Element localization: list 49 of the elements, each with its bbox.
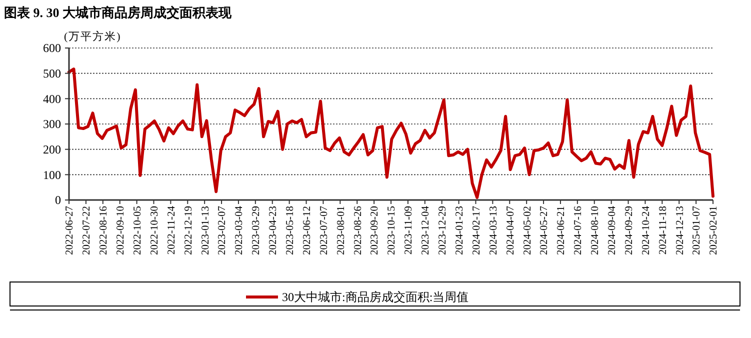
x-tick-label: 2022-06-27	[64, 206, 76, 255]
x-tick-label: 2023-10-15	[386, 206, 398, 255]
x-tick-label: 2024-12-13	[674, 206, 686, 255]
x-tick-label: 2024-01-23	[454, 206, 466, 255]
x-tick-label: 2024-04-07	[505, 206, 516, 255]
x-tick-label: 2023-08-01	[336, 206, 347, 255]
x-tick-label: 2023-03-04	[234, 205, 246, 255]
y-tick-label: 200	[43, 142, 61, 157]
x-tick-label: 2022-10-05	[132, 206, 144, 255]
x-tick-label: 2024-08-10	[590, 206, 602, 255]
y-tick-label: 600	[43, 41, 61, 56]
x-tick-label: 2025-02-01	[708, 206, 720, 255]
x-tick-label: 2023-08-26	[352, 206, 364, 255]
x-tick-label: 2024-05-02	[522, 206, 534, 255]
y-tick-label: 500	[43, 66, 61, 81]
x-tick-label: 2024-03-13	[488, 206, 500, 255]
x-tick-label: 2024-10-24	[640, 205, 652, 255]
x-tick-label: 2023-09-20	[370, 206, 381, 255]
x-tick-label: 2024-11-18	[658, 206, 669, 255]
x-tick-label: 2023-07-07	[318, 206, 330, 255]
x-tick-label: 2023-12-29	[438, 206, 449, 255]
x-tick-label: 2022-07-22	[82, 206, 93, 255]
x-tick-label: 2024-06-21	[556, 206, 568, 255]
x-tick-label: 2023-02-07	[217, 206, 228, 255]
y-tick-label: 0	[55, 193, 61, 208]
y-tick-label: 300	[43, 117, 61, 132]
x-tick-label: 2023-05-18	[284, 206, 296, 255]
x-tick-label: 2025-01-07	[692, 206, 703, 255]
x-tick-label: 2024-09-04	[606, 205, 618, 255]
x-tick-label: 2024-02-17	[471, 206, 482, 255]
x-tick-label: 2023-06-12	[302, 206, 313, 255]
chart-title: 图表 9. 30 大城市商品房周成交面积表现	[4, 5, 232, 20]
x-tick-label: 2023-04-23	[268, 206, 280, 255]
x-tick-label: 2022-10-30	[149, 206, 160, 255]
y-axis-title: (万平方米)	[64, 30, 122, 43]
x-tick-label: 2023-01-13	[200, 206, 212, 255]
x-tick-label: 2022-12-19	[183, 206, 194, 255]
y-tick-label: 100	[43, 168, 61, 182]
legend-label: 30大中城市:商品房成交面积:当周值	[282, 290, 469, 304]
x-tick-label: 2022-08-16	[98, 206, 110, 255]
x-tick-label: 2023-11-09	[404, 206, 415, 255]
x-tick-label: 2024-09-29	[624, 206, 635, 255]
x-tick-label: 2024-07-16	[573, 206, 584, 255]
y-tick-label: 400	[43, 92, 61, 106]
x-tick-label: 2023-12-04	[420, 205, 432, 255]
x-tick-label: 2022-11-24	[166, 205, 178, 255]
x-tick-label: 2024-05-27	[539, 206, 550, 255]
x-tick-label: 2023-03-29	[251, 206, 262, 255]
x-tick-label: 2022-09-10	[116, 206, 127, 255]
